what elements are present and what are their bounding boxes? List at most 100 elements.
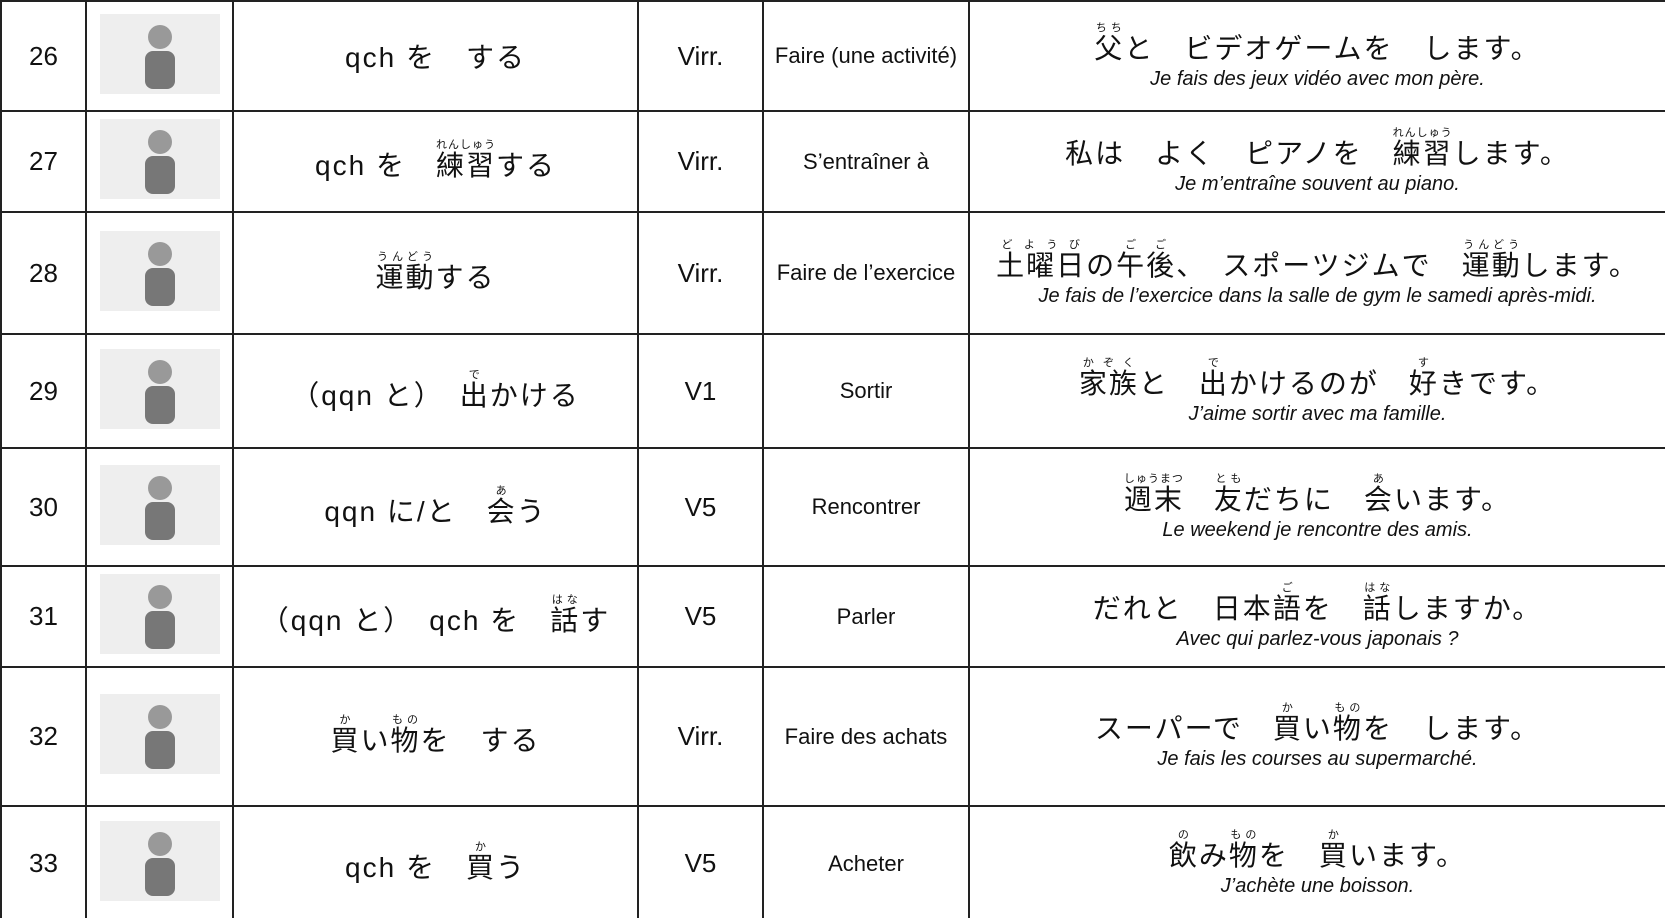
number: 26 xyxy=(0,0,87,112)
text: （qqn と） qch を xyxy=(260,605,551,636)
furigana-word: 会あ xyxy=(487,485,517,527)
furigana: はな xyxy=(550,594,581,606)
verb: （qqn と） qch を 話はなす xyxy=(232,565,639,668)
text: （qqn と） xyxy=(291,379,460,411)
furigana: か xyxy=(1318,829,1349,841)
example-jp: 家族かぞくと 出でかけるのが 好すきです。 xyxy=(974,357,1661,402)
furigana: ちち xyxy=(1094,21,1125,34)
body xyxy=(144,501,175,540)
furigana: とも xyxy=(1213,472,1244,485)
kanji: 買 xyxy=(1272,713,1303,744)
example-jp: だれと 日本語ごを 話はなしますか。 xyxy=(974,582,1661,627)
example-fr: J’achète une boisson. xyxy=(1220,875,1415,897)
verb: qch を 練習れんしゅうする xyxy=(232,110,639,213)
furigana-word: 週末しゅうまつ xyxy=(1124,473,1184,515)
number: 31 xyxy=(0,565,87,668)
example-cell: スーパーで 買かい物ものを します。 Je fais les courses au… xyxy=(968,666,1665,807)
body xyxy=(144,156,175,194)
verb-type: V1 xyxy=(637,333,764,449)
verb-type: Virr. xyxy=(637,0,764,112)
kanji: 運動 xyxy=(375,261,436,293)
kanji: 午後 xyxy=(1116,249,1177,281)
head xyxy=(147,24,172,49)
example-jp: 週末しゅうまつ 友ともだちに 会あいます。 xyxy=(974,473,1661,518)
text: う xyxy=(516,495,547,527)
text: qch を する xyxy=(345,42,526,73)
text: います。 xyxy=(1348,840,1467,871)
body xyxy=(144,731,175,769)
row: 29 （qqn と） 出でかける V1 Sortir 家族かぞくと 出でかけるのが 好す… xyxy=(0,333,1665,449)
text: を xyxy=(1302,593,1363,624)
kanji: 出 xyxy=(459,379,490,411)
example-cell: 父ちちと ビデオゲームを します。 Je fais des jeux vidéo … xyxy=(968,0,1665,112)
kanji: 好 xyxy=(1408,367,1439,399)
furigana-word: 飲の xyxy=(1168,829,1199,871)
head xyxy=(147,832,172,856)
verb: qqn に/と 会あう xyxy=(232,447,639,567)
furigana: もの xyxy=(1332,702,1363,714)
furigana-word: 練習れんしゅう xyxy=(1393,127,1453,169)
kanji: 友 xyxy=(1213,483,1244,515)
kanji: 語 xyxy=(1272,593,1303,624)
example-cell: 私は よく ピアノを 練習れんしゅうします。 Je m’entraîne souv… xyxy=(968,110,1665,213)
furigana-word: 家族かぞく xyxy=(1079,357,1139,399)
furigana-word: 物もの xyxy=(391,714,421,756)
furigana-word: 運動うんどう xyxy=(1462,239,1522,281)
furigana: はな xyxy=(1362,582,1393,594)
verb: qch を する xyxy=(232,0,639,112)
text: の xyxy=(1086,249,1117,281)
row: 30 qqn に/と 会あう V5 Rencontrer 週末しゅうまつ 友ともだちに … xyxy=(0,447,1665,567)
furigana: うんどう xyxy=(1461,238,1522,251)
example-cell: 土曜日どようびの午後ごご、 スポーツジムで 運動うんどうします。 Je fais … xyxy=(968,211,1665,335)
verb-type: Virr. xyxy=(637,666,764,807)
meaning: Acheter xyxy=(762,805,970,918)
furigana-word: 買か xyxy=(466,841,496,883)
text: と ビデオゲームを します。 xyxy=(1124,32,1541,64)
number: 30 xyxy=(0,447,87,567)
kanji: 飲 xyxy=(1168,840,1199,871)
furigana-word: 話はな xyxy=(1362,582,1393,624)
furigana: もの xyxy=(1228,829,1259,841)
furigana-word: 買か xyxy=(330,714,360,756)
text: を する xyxy=(420,725,541,756)
text: います。 xyxy=(1393,483,1512,515)
example-jp: 飲のみ物ものを 買かいます。 xyxy=(974,829,1661,874)
text: かけるのが xyxy=(1228,367,1409,399)
verb: qch を 買かう xyxy=(232,805,639,918)
furigana: あ xyxy=(486,484,517,497)
kanji: 土曜日 xyxy=(996,249,1087,281)
number: 29 xyxy=(0,333,87,449)
example-fr: Avec qui parlez-vous japonais ? xyxy=(1176,628,1459,650)
example-fr: Je fais des jeux vidéo avec mon père. xyxy=(1150,67,1485,90)
example-fr: J’aime sortir avec ma famille. xyxy=(1188,402,1447,425)
furigana: す xyxy=(1408,356,1439,369)
image-cell xyxy=(85,110,234,213)
text: を xyxy=(1258,840,1319,871)
kanji: 出 xyxy=(1198,367,1229,399)
body xyxy=(144,267,175,306)
text: 、 スポーツジムで xyxy=(1176,249,1462,281)
row: 28 運動うんどうする Virr. Faire de l’exercice 土曜日どよう… xyxy=(0,211,1665,335)
number: 32 xyxy=(0,666,87,807)
body xyxy=(144,611,175,649)
text: う xyxy=(495,852,526,883)
head xyxy=(147,130,172,154)
verb-type: Virr. xyxy=(637,110,764,213)
furigana: ご xyxy=(1272,582,1303,594)
kanji: 物 xyxy=(1332,713,1363,744)
image-cell xyxy=(85,211,234,335)
meaning: Faire des achats xyxy=(762,666,970,807)
example-jp: 父ちちと ビデオゲームを します。 xyxy=(974,22,1661,67)
text: qqn に/と xyxy=(324,495,487,527)
text: します。 xyxy=(1452,138,1570,169)
furigana-word: 物もの xyxy=(1332,702,1363,744)
furigana-word: 土曜日どようび xyxy=(996,239,1087,281)
furigana-word: 運動うんどう xyxy=(375,251,436,293)
example-fr: Je fais les courses au supermarché. xyxy=(1157,748,1478,770)
furigana: あ xyxy=(1363,472,1394,485)
kanji: 話 xyxy=(1362,593,1393,624)
furigana: れんしゅう xyxy=(435,139,496,151)
meaning: Parler xyxy=(762,565,970,668)
verb: 買かい物ものを する xyxy=(232,666,639,807)
